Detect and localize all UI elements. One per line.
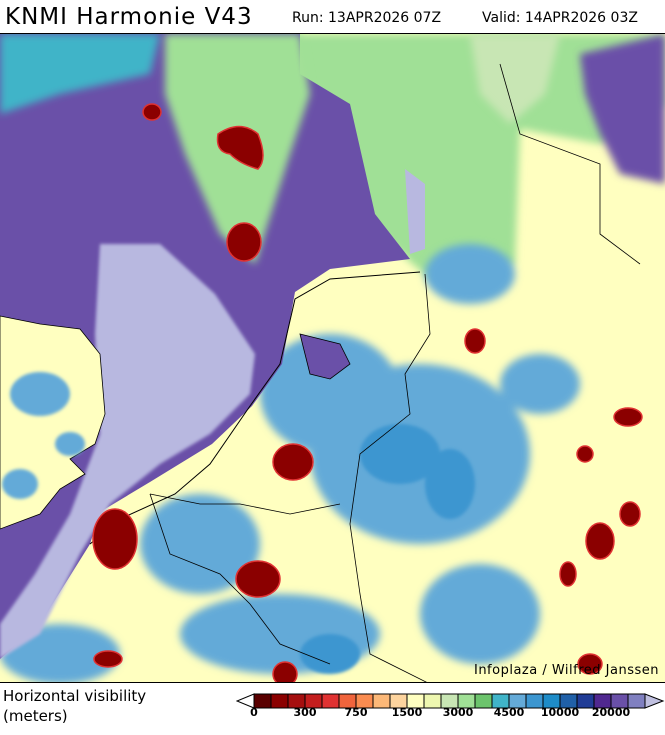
colorbar-tick-label: 750 (344, 706, 368, 719)
fog-patch (613, 407, 643, 427)
fog-patch (619, 501, 641, 527)
light-green-region (470, 34, 560, 124)
colorbar (236, 693, 665, 709)
england-blue-patches (2, 372, 85, 499)
legend-title-line2: (meters) (3, 707, 68, 725)
colorbar-tick-label: 4500 (493, 706, 525, 719)
border-fr-be (149, 493, 331, 665)
colorbar-tick-label: 300 (293, 706, 317, 719)
visibility-map: Infoplaza / Wilfred Janssen (0, 33, 665, 683)
border-de-dk (499, 63, 641, 265)
chart-title: KNMI Harmonie V43 (5, 4, 253, 30)
fog-patch (92, 508, 138, 570)
border-be-nl (149, 493, 341, 515)
fog-patch (576, 445, 594, 463)
fog-patch (559, 561, 577, 587)
legend-title: Horizontal visibility (meters) (3, 686, 146, 726)
channel-lavender (0, 244, 255, 659)
fog-patch (585, 522, 615, 560)
colorbar-tick-label: 1500 (391, 706, 423, 719)
credit-text: Infoplaza / Wilfred Janssen (473, 663, 659, 678)
legend-title-line1: Horizontal visibility (3, 687, 147, 705)
fog-patch (235, 560, 281, 598)
map-canvas (0, 34, 665, 682)
fog-patch (93, 650, 123, 668)
colorbar-swatch (270, 693, 289, 709)
green-region (290, 34, 665, 279)
ijsselmeer (299, 333, 351, 380)
fog-patch (272, 443, 314, 481)
fog-patch (272, 661, 298, 682)
fog-patch (142, 103, 162, 121)
border-nl-de (349, 273, 431, 682)
valid-time: Valid: 14APR2026 03Z (482, 10, 638, 26)
fog-patch (577, 653, 603, 675)
fog-patch (226, 222, 262, 262)
colorbar-over-arrow (644, 693, 665, 709)
coastline (89, 271, 421, 545)
colorbar-swatch (474, 693, 493, 709)
fog-patch (216, 125, 264, 170)
colorbar-tick-label: 3000 (442, 706, 474, 719)
baltic-low-vis (580, 34, 665, 184)
run-time: Run: 13APR2026 07Z (292, 10, 442, 26)
colorbar-swatch (372, 693, 391, 709)
colorbar-swatch (423, 693, 442, 709)
fog-patches (92, 103, 643, 682)
colorbar-swatch (627, 693, 646, 709)
colorbar-tick-label: 10000 (540, 706, 580, 719)
fog-patch (464, 328, 486, 354)
sea-teal-band (0, 34, 160, 114)
colorbar-tick-label: 0 (250, 706, 258, 719)
wadden-lavender (405, 169, 425, 254)
colorbar-tick-label: 20000 (591, 706, 631, 719)
darker-blue-patches (300, 424, 475, 674)
colorbar-swatch (321, 693, 340, 709)
